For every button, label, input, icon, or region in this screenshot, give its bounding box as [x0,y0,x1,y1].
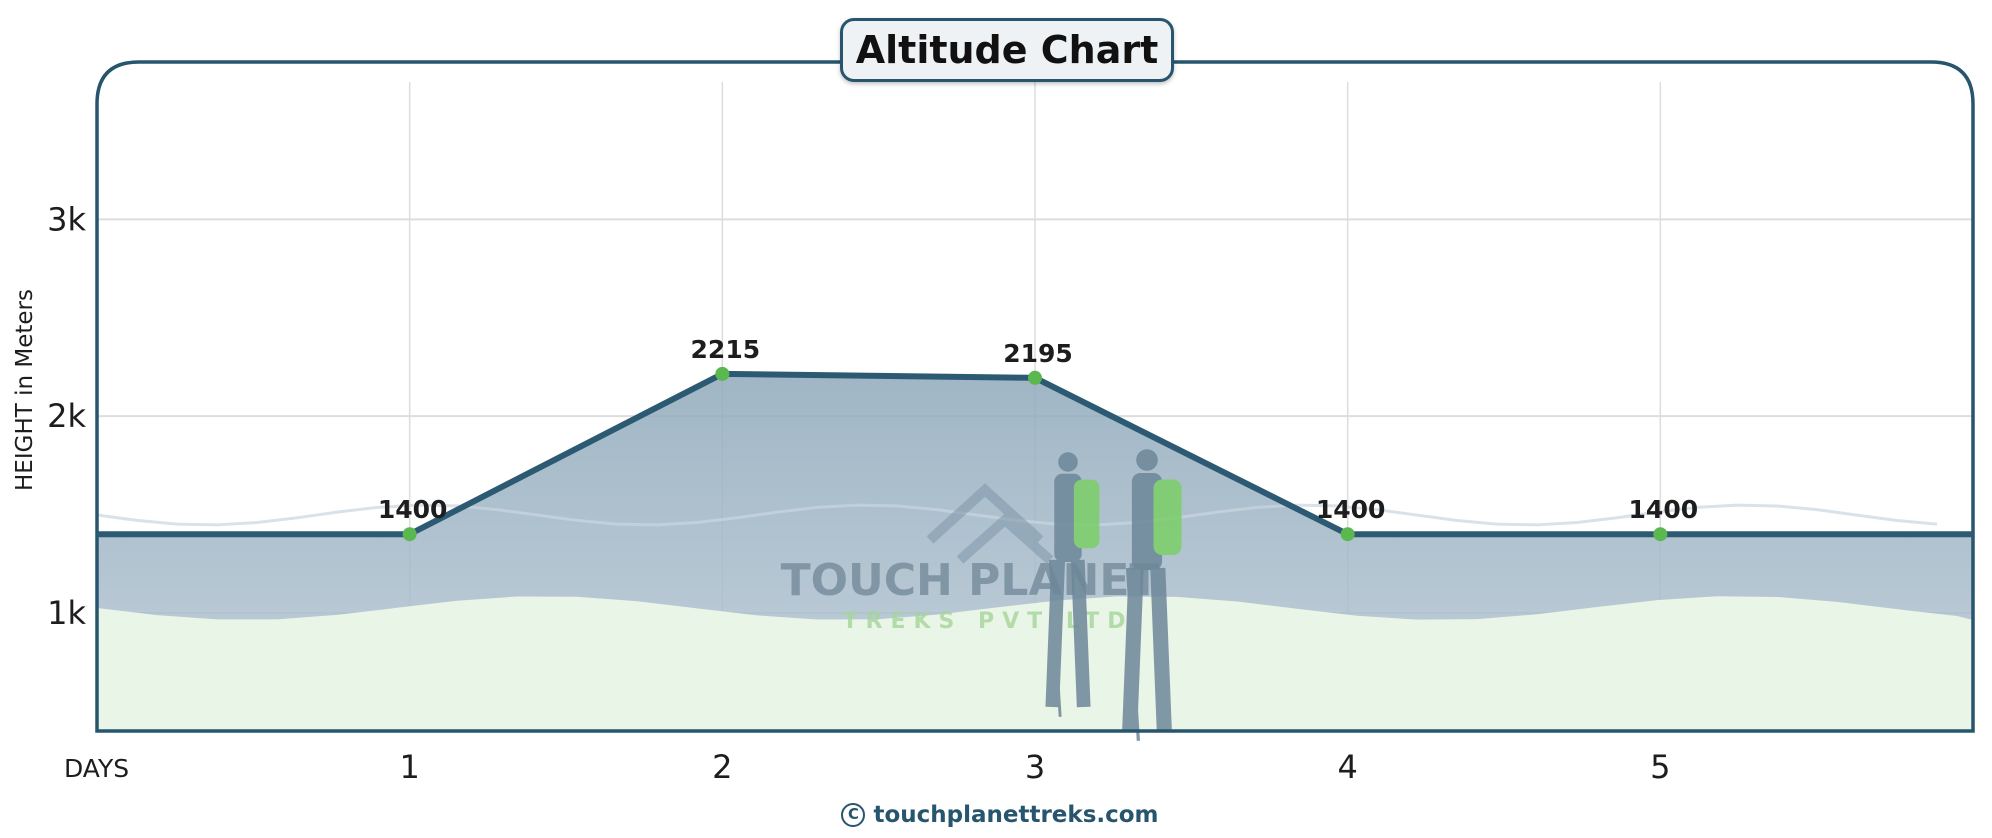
copyright-icon [841,803,866,827]
footer-link[interactable]: touchplanettreks.com [873,802,1159,828]
ground-band [97,596,1973,731]
data-label: 1400 [378,495,448,524]
hiker-head [1136,449,1158,471]
watermark-mountain-icon [926,483,1054,564]
data-point [1653,527,1668,542]
watermark-line1: TOUCH PLANET [781,555,1160,606]
x-tick-label: 2 [712,748,732,786]
hiker-left-icon [1045,452,1100,717]
y-axis-label: HEIGHT in Meters [12,289,38,491]
watermark-line2: TREKS PVT LTD [843,609,1134,634]
x-axis-label: DAYS [64,754,129,783]
y-tick-label: 3k [47,200,86,238]
hiker-backpack [1073,479,1100,549]
data-label: 1400 [1629,495,1699,524]
chart-title: Altitude Chart [855,28,1159,72]
ridge-line [97,503,1938,527]
footer[interactable]: touchplanettreks.com [840,795,1160,835]
hiker-pole [1048,559,1062,717]
chart-frame [95,60,1975,733]
hiker-right-icon [1122,449,1182,741]
data-point [1028,370,1042,385]
data-label: 2195 [1003,339,1073,368]
x-tick-label: 3 [1025,748,1045,786]
x-tick-label: 4 [1337,748,1357,786]
x-tick-label: 5 [1650,748,1670,786]
data-point [715,366,730,381]
data-label: 1400 [1316,495,1386,524]
data-point [1340,527,1355,542]
chart-title-box: Altitude Chart [840,18,1174,82]
hiker-backpack [1153,479,1182,556]
hiker-head [1058,452,1078,472]
x-tick-label: 1 [399,748,419,786]
data-label: 2215 [691,335,761,364]
y-tick-label: 2k [47,397,86,435]
y-tick-label: 1k [47,594,86,632]
data-point [402,527,417,542]
hiker-pole [1125,567,1140,741]
